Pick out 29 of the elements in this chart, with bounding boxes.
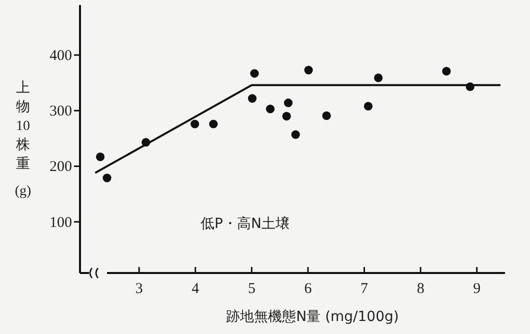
point (364, 102, 373, 110)
point (291, 130, 300, 139)
x-tick-label: 9 (473, 281, 481, 297)
point (304, 66, 313, 74)
point (96, 152, 105, 162)
x-tick-label: 3 (135, 281, 143, 297)
y-tick-label: 100 (50, 214, 72, 231)
x-tick-label: 7 (360, 281, 369, 297)
point (284, 98, 293, 108)
point (248, 94, 257, 103)
y-axis-title: 上物10株重(g) (14, 80, 32, 199)
x-axis-title: 跡地無機態N量 (mg/100g) (226, 309, 399, 325)
point (282, 112, 291, 121)
x-tick-label: 4 (192, 281, 200, 297)
point (266, 104, 275, 114)
x-tick-label: 6 (304, 281, 312, 297)
annotation: 低P・高N土壌 (200, 216, 290, 232)
point (374, 74, 383, 82)
x-tick-label: 5 (248, 281, 256, 297)
point (442, 66, 451, 76)
point (250, 69, 259, 78)
y-tick-label: 200 (50, 159, 72, 176)
point (102, 174, 112, 182)
point (190, 120, 200, 128)
y-tick-label: 400 (50, 48, 72, 64)
point (209, 120, 218, 128)
y-tick-label: 300 (50, 104, 72, 120)
point (322, 111, 331, 120)
x-tick-label: 8 (416, 281, 424, 297)
